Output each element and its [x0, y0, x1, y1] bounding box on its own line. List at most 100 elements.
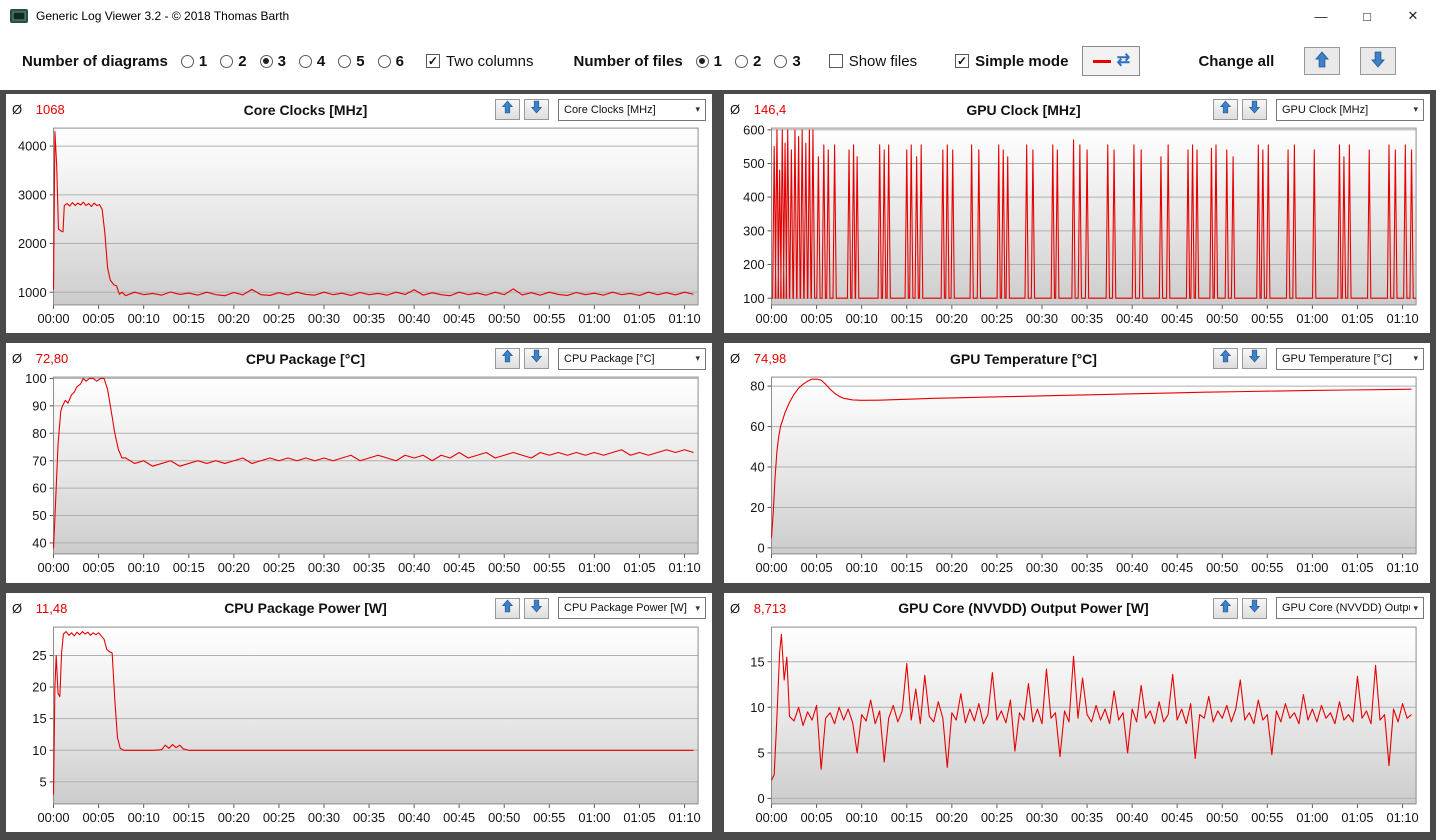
simple-mode-checkbox[interactable]: ✓	[955, 54, 970, 68]
plot-area: 100 200 300 400 500 600 00:00 00:05 00:10 00:15 00…	[730, 122, 1424, 331]
svg-text:00:25: 00:25	[981, 311, 1013, 326]
svg-text:00:05: 00:05	[83, 560, 115, 575]
svg-text:01:00: 01:00	[1296, 810, 1328, 825]
svg-text:00:20: 00:20	[936, 810, 968, 825]
average-symbol: Ø	[12, 102, 23, 117]
radio-icon[interactable]	[180, 54, 194, 68]
radio-icon[interactable]	[220, 54, 234, 68]
metric-dropdown[interactable]: CPU Package Power [W] ▾	[558, 597, 706, 620]
move-down-button[interactable]	[524, 597, 549, 619]
svg-text:00:15: 00:15	[891, 560, 923, 575]
move-up-button[interactable]	[495, 348, 520, 370]
svg-text:400: 400	[743, 190, 764, 205]
diagrams-radio-4[interactable]: 4	[298, 53, 325, 70]
svg-text:00:55: 00:55	[533, 810, 565, 825]
dropdown-value: GPU Clock [MHz]	[1282, 103, 1369, 116]
file-count-radios: 1 2 3	[683, 53, 801, 70]
metric-dropdown[interactable]: GPU Clock [MHz] ▾	[1276, 98, 1424, 121]
radio-icon[interactable]	[298, 54, 312, 68]
show-files-checkbox[interactable]	[828, 54, 843, 68]
diagrams-radio-2[interactable]: 2	[220, 53, 247, 70]
svg-text:00:50: 00:50	[1206, 810, 1238, 825]
change-all-label: Change all	[1198, 52, 1275, 70]
maximize-button[interactable]: □	[1363, 8, 1371, 24]
svg-text:00:45: 00:45	[443, 560, 475, 575]
move-down-button[interactable]	[524, 99, 549, 120]
svg-text:5: 5	[757, 745, 764, 760]
svg-text:00:35: 00:35	[1071, 810, 1103, 825]
chevron-down-icon: ▾	[1413, 602, 1418, 613]
move-down-button[interactable]	[1242, 348, 1267, 370]
svg-text:00:30: 00:30	[1026, 560, 1058, 575]
average-symbol: Ø	[730, 351, 741, 367]
change-all-down-button[interactable]	[1360, 47, 1397, 75]
two-columns-checkbox[interactable]: ✓	[425, 54, 440, 68]
svg-text:00:50: 00:50	[488, 560, 520, 575]
svg-text:00:30: 00:30	[1026, 311, 1058, 326]
svg-text:01:05: 01:05	[623, 311, 655, 326]
svg-text:00:50: 00:50	[1206, 311, 1238, 326]
chart-panel-cpu-package-power: Ø 11,48 CPU Package Power [W] CPU Packag…	[6, 592, 712, 832]
app-icon	[10, 9, 28, 23]
metric-dropdown[interactable]: CPU Package [°C] ▾	[558, 347, 706, 370]
move-down-button[interactable]	[1242, 99, 1267, 120]
svg-text:10: 10	[32, 742, 46, 757]
line-style-sync-button[interactable]: ⇄	[1082, 46, 1141, 76]
radio-icon[interactable]	[377, 54, 391, 68]
chart-panel-cpu-package-temp: Ø 72,80 CPU Package [°C] CPU Package [°C…	[6, 343, 712, 583]
average-value: Ø 8,713	[730, 601, 838, 616]
plot-area: 5 10 15 20 25 00:00 00:05 00:10 00:15 00:20 00:25 0…	[12, 621, 706, 830]
move-up-button[interactable]	[495, 597, 520, 619]
arrow-up-icon	[501, 599, 514, 618]
radio-icon[interactable]	[695, 54, 709, 68]
files-radio-3[interactable]: 3	[774, 53, 801, 70]
move-up-button[interactable]	[1213, 348, 1238, 370]
chevron-down-icon: ▾	[1413, 353, 1418, 364]
dropdown-value: CPU Package Power [W]	[564, 602, 687, 615]
minimize-button[interactable]: —	[1314, 8, 1328, 24]
arrow-down-icon	[1371, 51, 1386, 72]
arrow-up-icon	[501, 100, 514, 119]
metric-dropdown[interactable]: GPU Temperature [°C] ▾	[1276, 347, 1424, 370]
change-all-up-button[interactable]	[1304, 47, 1341, 75]
svg-text:00:10: 00:10	[128, 311, 160, 326]
move-up-button[interactable]	[1213, 597, 1238, 619]
simple-mode-option[interactable]: ✓ Simple mode	[955, 53, 1068, 70]
svg-text:00:20: 00:20	[218, 810, 250, 825]
svg-text:00:45: 00:45	[1161, 810, 1193, 825]
show-files-option[interactable]: Show files	[828, 53, 917, 70]
svg-text:4000: 4000	[18, 138, 47, 153]
diagrams-radio-1[interactable]: 1	[180, 53, 207, 70]
diagrams-radio-5[interactable]: 5	[338, 52, 365, 70]
close-button[interactable]: ✕	[1407, 8, 1419, 23]
move-up-button[interactable]	[1213, 99, 1238, 120]
panel-header: Ø 146,4 GPU Clock [MHz] GPU Clock [MHz] …	[730, 97, 1424, 122]
svg-text:00:00: 00:00	[755, 560, 787, 575]
move-down-button[interactable]	[1242, 597, 1267, 619]
radio-icon[interactable]	[774, 54, 788, 68]
two-columns-option[interactable]: ✓ Two columns	[425, 52, 534, 70]
two-columns-label: Two columns	[445, 52, 534, 70]
arrow-down-icon	[530, 349, 543, 368]
svg-text:3000: 3000	[18, 187, 47, 202]
radio-icon[interactable]	[259, 54, 273, 68]
radio-icon[interactable]	[338, 54, 352, 68]
svg-text:00:50: 00:50	[1206, 560, 1238, 575]
diagrams-radio-6[interactable]: 6	[377, 53, 404, 70]
svg-text:00:25: 00:25	[263, 560, 295, 575]
diagrams-radio-3[interactable]: 3	[259, 53, 286, 70]
svg-text:00:05: 00:05	[83, 311, 115, 326]
move-down-button[interactable]	[524, 348, 549, 370]
svg-text:50: 50	[32, 508, 46, 523]
metric-dropdown[interactable]: GPU Core (NVVDD) Output Power [W] ▾	[1276, 597, 1424, 620]
files-radio-1[interactable]: 1	[695, 53, 722, 70]
diagrams-radio-label: 5	[356, 52, 365, 70]
metric-dropdown[interactable]: Core Clocks [MHz] ▾	[558, 98, 706, 121]
svg-text:40: 40	[32, 536, 46, 551]
svg-text:80: 80	[32, 426, 46, 441]
move-up-button[interactable]	[495, 99, 520, 120]
svg-text:01:10: 01:10	[668, 311, 700, 326]
svg-text:00:05: 00:05	[83, 810, 115, 825]
files-radio-2[interactable]: 2	[735, 53, 761, 70]
radio-icon[interactable]	[735, 54, 749, 68]
